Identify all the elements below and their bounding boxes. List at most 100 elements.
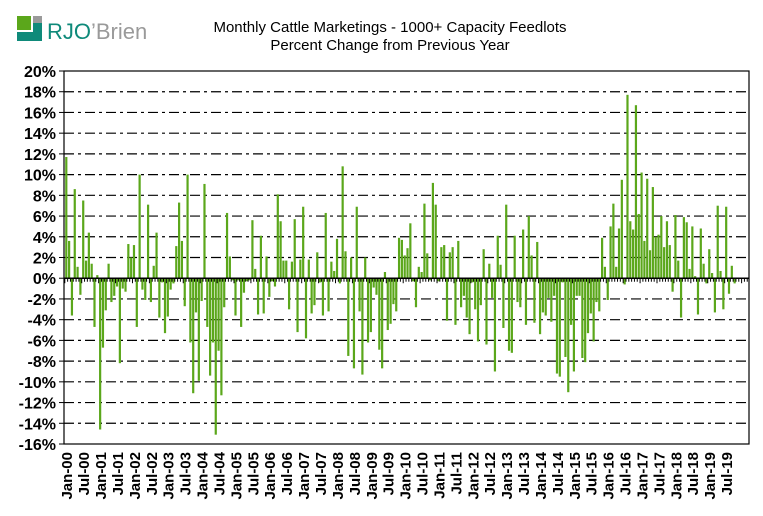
x-tick-label: Jul-16 [618,452,635,495]
plot-border [63,70,750,445]
bar [271,278,274,282]
bar [719,270,722,279]
bar [632,229,635,279]
bar [364,257,367,279]
bar [471,278,474,283]
bar [366,278,370,343]
bar [688,268,691,279]
bar [448,252,451,279]
bar [265,256,268,279]
y-tick-label: -6% [28,333,56,350]
bar [397,237,401,279]
x-tick-label: Jan-14 [533,451,550,499]
bar [383,272,387,279]
bar [634,105,638,279]
bar [372,278,375,288]
bar [262,278,265,314]
bar [555,278,559,374]
bar [606,278,609,300]
bar [324,212,327,279]
bar [730,265,733,279]
bar [485,278,488,345]
bar [200,278,203,302]
bar [389,278,392,324]
bar [313,278,316,306]
y-tick-label: -8% [28,354,56,371]
bar [510,278,513,353]
x-tick-label: Jan-16 [601,452,618,500]
x-tick-label: Jul-09 [381,452,398,495]
bar [138,174,141,279]
bar [589,278,592,314]
x-tick-label: Jan-07 [296,452,313,500]
bar [144,278,147,300]
bar [228,256,231,279]
bar [84,260,88,279]
bar [268,278,271,297]
x-tick-label: Jan-13 [499,452,516,500]
bar [403,255,406,279]
bar [361,278,364,375]
x-tick-label: Jul-11 [448,452,465,495]
bar [505,204,508,279]
bar [127,244,130,279]
bar [727,278,731,294]
bar [696,278,700,315]
bar [333,270,336,279]
chart-title: Monthly Cattle Marketings - 1000+ Capaci… [213,19,567,36]
x-tick-label: Jan-08 [330,452,347,500]
bar [654,236,657,279]
x-tick-label: Jan-12 [465,452,482,500]
y-tick-label: 2% [33,251,56,268]
bar [660,216,663,279]
bar [186,174,189,279]
y-tick-label: 20% [24,64,56,81]
bar [451,247,454,279]
bar [569,278,573,325]
bar [437,278,440,282]
x-tick-label: Jan-04 [195,451,212,499]
x-tick-label: Jan-05 [228,452,245,500]
bar [180,240,184,279]
bar [423,203,426,279]
y-tick-label: 16% [24,105,56,122]
bar [93,278,96,327]
bar [316,252,319,279]
bar [304,278,308,339]
bar [465,278,468,318]
bar [722,278,725,310]
logo-gray-square [33,16,42,23]
bar [327,278,330,312]
bar [124,278,127,292]
bar [169,278,172,290]
bar [412,278,415,282]
bar [155,232,158,279]
bar [584,278,587,363]
bar [533,278,536,323]
bar [553,278,556,296]
x-tick-label: Jan-06 [262,452,279,500]
bar [113,278,116,296]
bar [474,278,477,310]
bar [578,278,581,296]
bar [445,278,449,321]
bar [685,222,688,279]
bar [163,278,167,334]
x-tick-label: Jul-12 [482,452,499,495]
bar [733,278,736,284]
bar [603,266,607,279]
bar [567,278,570,393]
bar [443,245,446,279]
bar [386,278,389,331]
y-tick-label: -12% [19,396,56,413]
bar [431,182,434,279]
bar [96,275,99,279]
bar [592,278,595,342]
bar [620,179,623,279]
bar [482,249,485,279]
x-tick-label: Jan-03 [161,452,178,500]
bar [287,278,291,310]
bar [161,278,164,283]
bar [420,272,423,279]
